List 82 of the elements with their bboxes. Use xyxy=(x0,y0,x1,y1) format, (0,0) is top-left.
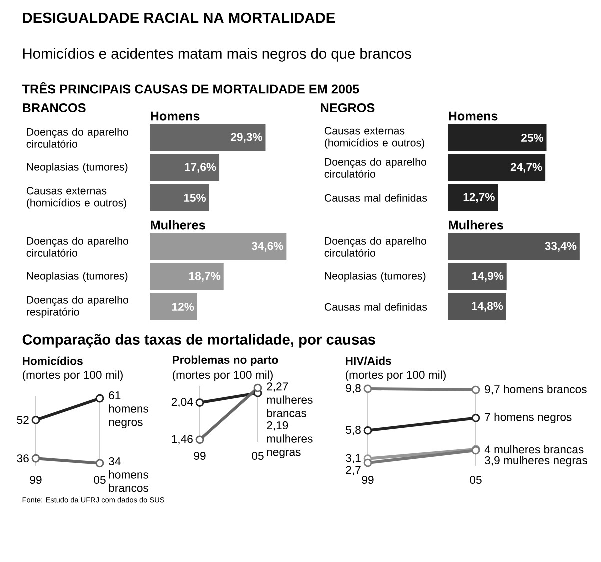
point xyxy=(364,458,372,468)
data-label: 2,7 xyxy=(346,466,361,476)
point xyxy=(32,416,40,424)
text: Homicídios e acidentes matam mais negros do que brancos xyxy=(23,48,412,62)
y-tick-label: Causas mal definidas xyxy=(324,303,428,311)
series-label: mulheres brancas xyxy=(267,396,313,418)
point xyxy=(196,436,204,444)
point xyxy=(196,398,204,408)
data-label: 5,8 xyxy=(346,426,361,436)
data-label: 17,6% xyxy=(185,163,216,173)
text: BRANCOS xyxy=(23,104,86,112)
data-label: 12,7% xyxy=(464,193,495,203)
data-label: 2,27 xyxy=(267,382,288,392)
chart-title: Homens xyxy=(151,112,200,121)
data-label: 15% xyxy=(184,194,206,202)
data-label: 1,46 xyxy=(172,435,193,445)
point xyxy=(32,454,40,463)
chart-title: Mulheres xyxy=(449,220,504,230)
text: TRÊS PRINCIPAIS CAUSAS DE MORTALIDADE EM 2005 xyxy=(22,82,360,94)
x-tick-label: 05 xyxy=(470,476,482,484)
data-label: 4 xyxy=(484,446,491,454)
data-label: 52 xyxy=(17,416,29,424)
point xyxy=(96,459,104,468)
data-label: 34 xyxy=(109,457,121,466)
point xyxy=(364,384,372,394)
data-label: 25% xyxy=(522,134,544,142)
data-label: 9,8 xyxy=(346,384,361,394)
y-tick-label: Doenças do aparelho circulatório xyxy=(26,128,129,148)
point xyxy=(364,426,372,435)
chart-title: Mulheres xyxy=(151,220,206,230)
series-label: mulheres brancas xyxy=(494,445,584,454)
y-tick-label: Neoplasias (tumores) xyxy=(27,272,128,282)
data-label: 24,7% xyxy=(510,163,542,173)
y-axis-title: (mortes por 100 mil) xyxy=(22,370,123,382)
point xyxy=(96,394,104,403)
x-tick-label: 05 xyxy=(94,476,106,484)
y-tick-label: Causas externas (homicídios e outros) xyxy=(26,187,126,209)
x-tick-label: 05 xyxy=(252,452,264,460)
text: DESIGUALDADE RACIAL NA MORTALIDADE xyxy=(23,12,336,24)
data-label: 2,04 xyxy=(172,398,194,408)
series-label: homens negros xyxy=(494,412,572,424)
data-label: 14,8% xyxy=(472,302,504,312)
data-label: 29,3% xyxy=(231,133,263,143)
x-tick-label: 99 xyxy=(194,452,206,460)
text: Comparação das taxas de mortalidade, por causas xyxy=(22,334,376,348)
y-tick-label: Doenças do aparelho respiratório xyxy=(27,296,129,318)
y-axis-title: (mortes por 100 mil) xyxy=(172,370,273,382)
chart-title: HIV/Aids xyxy=(346,356,392,366)
point xyxy=(472,386,480,394)
chart-title: Problemas no parto xyxy=(173,356,278,366)
data-label: 3,1 xyxy=(346,454,361,464)
data-label: 3,9 xyxy=(485,456,500,466)
y-tick-label: Doenças do aparelho circulatório xyxy=(324,158,427,178)
data-label: 12% xyxy=(172,303,194,312)
data-label: 36 xyxy=(17,454,29,463)
y-tick-label: Neoplasias (tumores) xyxy=(325,272,426,282)
data-label: 33,4% xyxy=(545,242,577,252)
point xyxy=(472,414,480,422)
chart-title: Homens xyxy=(449,112,498,121)
text: homens brancos xyxy=(504,385,587,394)
data-label: 14,9% xyxy=(472,272,504,282)
data-label: 34,6% xyxy=(252,242,284,252)
data-label: 2,19 xyxy=(267,422,288,431)
text: NEGROS xyxy=(321,104,375,112)
y-tick-label: Doenças do aparelho circulatório xyxy=(324,237,427,257)
x-tick-label: 99 xyxy=(362,476,374,484)
text: mulheres negras xyxy=(267,434,313,458)
y-tick-label: Neoplasias (tumores) xyxy=(27,163,128,173)
y-tick-label: Doenças do aparelho circulatório xyxy=(26,237,129,257)
data-label: 9,7 xyxy=(485,385,500,395)
chart-title: Homicídios xyxy=(23,356,83,366)
series-label: homens brancos xyxy=(109,470,148,492)
data-label: 18,7% xyxy=(190,272,221,282)
y-tick-label: Causas mal definidas xyxy=(324,194,428,202)
point xyxy=(254,384,262,392)
x-tick-label: 99 xyxy=(30,476,42,484)
y-tick-label: Causas externas (homicídios e outros) xyxy=(324,127,424,149)
data-label: 61 xyxy=(109,392,121,400)
data-label: 7 xyxy=(485,413,490,422)
series-label: homens negros xyxy=(109,404,148,428)
y-axis-title: (mortes por 100 mil) xyxy=(346,370,446,382)
text: mulheres negras xyxy=(504,456,588,467)
